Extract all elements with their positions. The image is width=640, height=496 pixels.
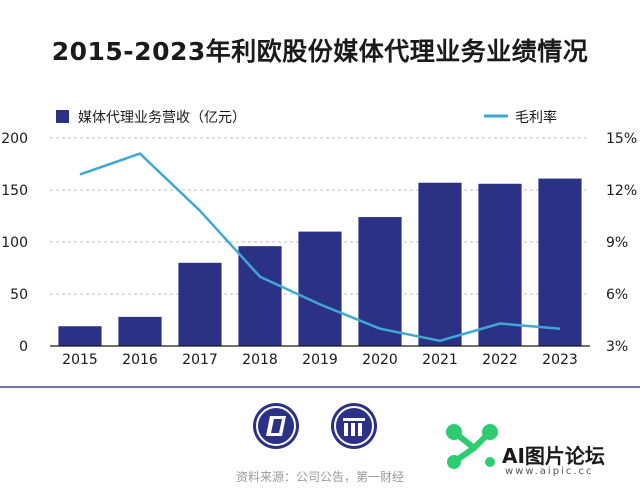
legend-line-label: 毛利率 — [515, 109, 557, 126]
left-tick-label: 50 — [10, 287, 28, 303]
combo-chart: 媒体代理业务营收（亿元） 毛利率 0 50 100 150 200 3% 6% 9% 12% 15… — [0, 109, 640, 388]
axes: 0 50 100 150 200 3% 6% 9% 12% 15% 2015 2016 2017 2018… — [1, 131, 637, 368]
left-tick-label: 150 — [1, 183, 28, 199]
gross-margin-line — [79, 152, 561, 343]
right-tick-label: 15% — [606, 131, 637, 147]
bar — [538, 178, 582, 346]
bar — [358, 217, 402, 346]
right-tick-label: 6% — [606, 287, 628, 303]
bar — [118, 316, 162, 346]
x-tick-label: 2018 — [242, 352, 278, 368]
right-tick-label: 12% — [606, 183, 637, 199]
line-series — [79, 152, 561, 343]
bar — [238, 246, 282, 346]
x-tick-label: 2023 — [542, 352, 578, 368]
chart-legend: 媒体代理业务营收（亿元） 毛利率 — [56, 109, 557, 126]
publisher-logo-icon — [253, 403, 299, 449]
watermark-logo-icon — [446, 424, 498, 469]
watermark-brand: AI图片论坛 — [502, 444, 605, 468]
x-tick-label: 2022 — [482, 352, 518, 368]
left-tick-label: 0 — [19, 339, 28, 355]
legend-bar-label: 媒体代理业务营收（亿元） — [78, 110, 246, 126]
bar — [418, 182, 462, 346]
right-tick-label: 3% — [606, 339, 628, 355]
watermark-url: www.aipic.cc — [505, 466, 594, 477]
legend-bar-swatch — [56, 110, 69, 123]
bar — [478, 183, 522, 346]
x-tick-label: 2021 — [422, 352, 458, 368]
chart-title: 2015-2023年利欧股份媒体代理业务业绩情况 — [51, 37, 589, 66]
x-tick-label: 2019 — [302, 352, 338, 368]
building-logo-icon — [331, 403, 377, 449]
left-tick-label: 200 — [1, 131, 28, 147]
bar — [58, 326, 102, 346]
x-tick-label: 2020 — [362, 352, 398, 368]
x-tick-label: 2016 — [122, 352, 158, 368]
bar-series — [58, 178, 582, 346]
right-tick-label: 9% — [606, 235, 628, 251]
left-tick-label: 100 — [1, 235, 28, 251]
source-note: 资料来源：公司公告，第一财经 — [235, 470, 404, 484]
bar — [298, 231, 342, 346]
x-tick-label: 2017 — [182, 352, 218, 368]
x-tick-label: 2015 — [62, 352, 98, 368]
bar — [178, 262, 222, 346]
